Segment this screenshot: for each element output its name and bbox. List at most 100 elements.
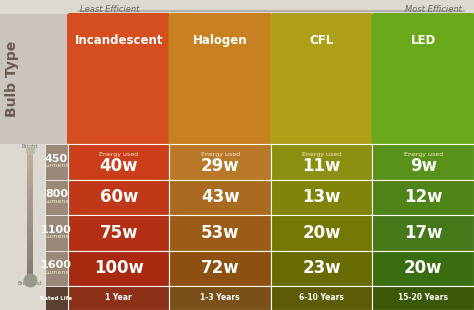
Bar xyxy=(373,215,474,250)
Bar xyxy=(27,274,33,279)
Bar xyxy=(373,286,474,310)
Text: 72w: 72w xyxy=(201,259,239,277)
Text: Lumens: Lumens xyxy=(44,199,69,204)
Text: Halogen: Halogen xyxy=(193,34,247,47)
Text: Energy used: Energy used xyxy=(201,152,240,157)
Text: 11w: 11w xyxy=(302,157,341,175)
FancyBboxPatch shape xyxy=(270,13,374,145)
Bar xyxy=(27,194,33,199)
Bar xyxy=(27,160,33,166)
Bar xyxy=(271,250,373,286)
Text: Energy used: Energy used xyxy=(99,152,138,157)
Text: 12w: 12w xyxy=(404,188,443,206)
Text: 17w: 17w xyxy=(404,224,443,242)
Text: LED: LED xyxy=(410,34,436,47)
Text: Lumens: Lumens xyxy=(44,234,69,239)
Bar xyxy=(68,286,170,310)
Bar xyxy=(0,14,68,144)
Bar xyxy=(27,211,33,216)
Bar xyxy=(27,165,33,170)
Bar xyxy=(68,215,170,250)
Bar xyxy=(27,206,33,212)
Bar xyxy=(170,215,271,250)
Text: Energy used: Energy used xyxy=(302,152,341,157)
Text: 9w: 9w xyxy=(410,157,437,175)
Bar xyxy=(45,144,68,179)
Bar xyxy=(27,152,33,157)
Text: 20w: 20w xyxy=(404,259,443,277)
Bar xyxy=(27,236,33,241)
FancyBboxPatch shape xyxy=(168,13,272,145)
Text: 60w: 60w xyxy=(100,188,138,206)
Bar xyxy=(170,179,271,215)
Text: Bright: Bright xyxy=(22,144,38,149)
Bar xyxy=(27,215,33,220)
Bar xyxy=(27,228,33,233)
Bar xyxy=(27,253,33,258)
Bar xyxy=(68,179,170,215)
Text: Bulb Type: Bulb Type xyxy=(5,41,19,117)
Text: Most Efficient: Most Efficient xyxy=(405,5,462,14)
Bar xyxy=(27,270,33,275)
FancyBboxPatch shape xyxy=(67,13,171,145)
Bar xyxy=(27,257,33,262)
Text: Brightest: Brightest xyxy=(18,281,43,286)
Text: 40w: 40w xyxy=(100,157,138,175)
Bar xyxy=(27,240,33,246)
Text: 1-3 Years: 1-3 Years xyxy=(201,294,240,303)
FancyBboxPatch shape xyxy=(372,13,474,145)
Text: 800: 800 xyxy=(45,189,68,199)
Bar xyxy=(45,215,68,250)
Bar xyxy=(271,286,373,310)
Bar xyxy=(271,215,373,250)
Bar xyxy=(27,202,33,208)
Text: 1100: 1100 xyxy=(41,225,72,235)
Bar xyxy=(27,190,33,195)
Bar xyxy=(27,249,33,254)
Text: CFL: CFL xyxy=(310,34,334,47)
Text: 13w: 13w xyxy=(302,188,341,206)
Bar xyxy=(373,250,474,286)
Bar xyxy=(170,286,271,310)
Bar xyxy=(27,173,33,178)
Bar xyxy=(373,179,474,215)
Bar xyxy=(170,144,271,179)
Bar xyxy=(45,250,68,286)
Bar xyxy=(27,156,33,162)
Bar xyxy=(27,198,33,203)
Bar xyxy=(27,177,33,182)
Bar xyxy=(68,144,170,179)
Text: Lumens: Lumens xyxy=(44,270,69,275)
Text: Least Efficient: Least Efficient xyxy=(80,5,139,14)
Bar xyxy=(27,186,33,191)
Bar xyxy=(27,169,33,174)
Bar xyxy=(271,144,373,179)
Bar xyxy=(27,219,33,224)
Text: 53w: 53w xyxy=(201,224,239,242)
Text: 29w: 29w xyxy=(201,157,239,175)
Bar xyxy=(27,232,33,237)
Bar xyxy=(373,144,474,179)
Text: 1 Year: 1 Year xyxy=(105,294,132,303)
Bar xyxy=(27,261,33,266)
Text: 23w: 23w xyxy=(302,259,341,277)
Bar xyxy=(27,265,33,271)
Bar xyxy=(27,181,33,187)
Bar xyxy=(68,250,170,286)
Bar xyxy=(170,250,271,286)
Text: Lumens: Lumens xyxy=(44,163,69,168)
Bar xyxy=(271,179,373,215)
Bar xyxy=(45,179,68,215)
Text: 15-20 Years: 15-20 Years xyxy=(398,294,448,303)
Text: 43w: 43w xyxy=(201,188,239,206)
Text: Energy used: Energy used xyxy=(404,152,443,157)
Text: 1600: 1600 xyxy=(41,260,72,270)
Bar xyxy=(45,286,68,310)
Bar xyxy=(27,224,33,228)
Text: 75w: 75w xyxy=(100,224,138,242)
Text: 450: 450 xyxy=(45,154,68,164)
Bar xyxy=(27,244,33,250)
Text: 100w: 100w xyxy=(94,259,144,277)
Text: Incandescent: Incandescent xyxy=(74,34,163,47)
Text: 20w: 20w xyxy=(302,224,341,242)
